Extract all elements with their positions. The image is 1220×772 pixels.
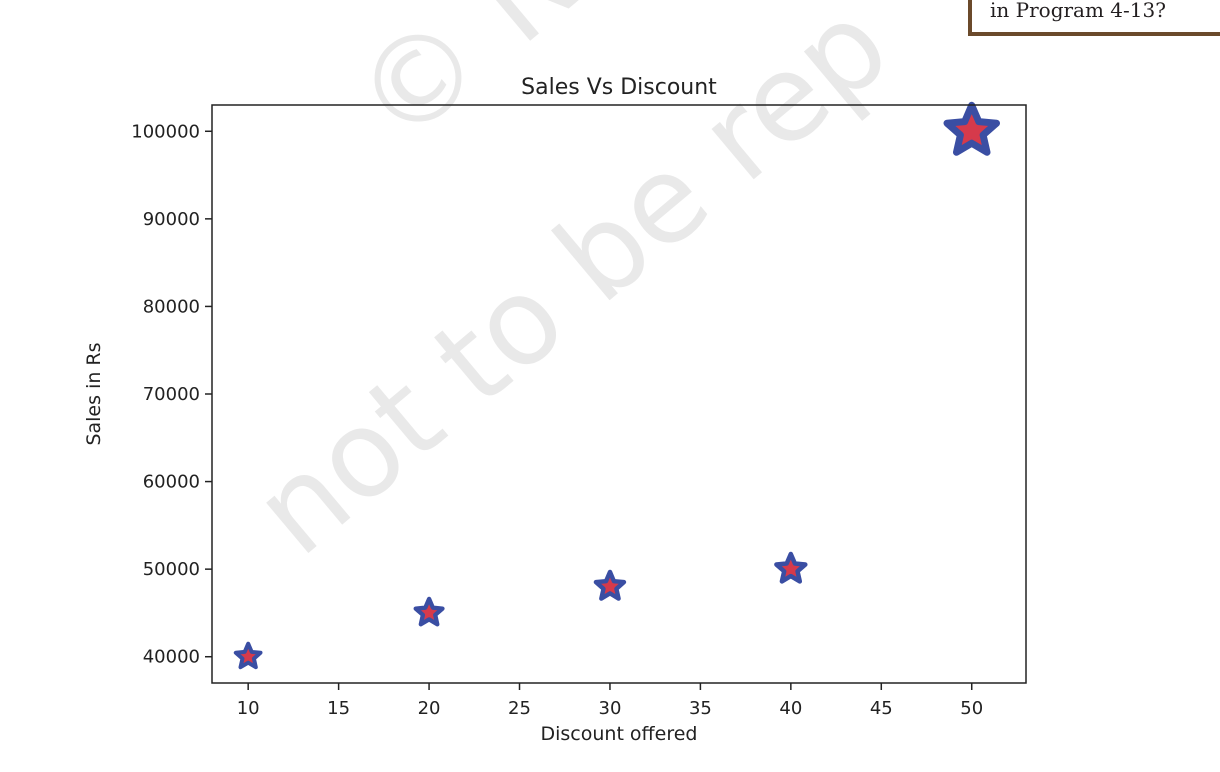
data-point-star — [233, 641, 263, 670]
star-marker-core — [605, 581, 615, 591]
star-marker-core — [243, 652, 253, 661]
y-tick-label: 60000 — [143, 472, 200, 493]
x-tick-label: 40 — [779, 698, 802, 719]
chart-title: Sales Vs Discount — [521, 75, 717, 100]
x-axis-label: Discount offered — [540, 723, 697, 745]
y-tick-label: 70000 — [143, 384, 200, 405]
marker-layer — [233, 101, 1000, 670]
data-point-star — [943, 101, 1000, 156]
x-tick-label: 35 — [689, 698, 712, 719]
y-ticks: 40000 50000 60000 70000 80000 90000 100000 — [131, 121, 212, 668]
x-tick-label: 30 — [599, 698, 622, 719]
star-marker-core — [424, 608, 434, 617]
callout-box: in Program 4-13? — [968, 0, 1220, 36]
data-point-star — [413, 596, 445, 627]
x-tick-label: 15 — [327, 698, 350, 719]
x-ticks: 10 15 20 25 30 35 40 45 50 — [237, 683, 983, 719]
x-tick-label: 25 — [508, 698, 531, 719]
star-marker-core — [963, 122, 981, 139]
x-tick-label: 10 — [237, 698, 260, 719]
x-tick-label: 20 — [418, 698, 441, 719]
callout-text: in Program 4-13? — [990, 0, 1166, 22]
star-marker-core — [785, 563, 796, 574]
data-point-star — [774, 551, 808, 584]
y-tick-label: 90000 — [143, 209, 200, 230]
y-tick-label: 50000 — [143, 559, 200, 580]
y-tick-label: 100000 — [131, 121, 200, 142]
y-axis-label: Sales in Rs — [83, 342, 105, 445]
data-point-star — [593, 569, 627, 601]
y-tick-label: 40000 — [143, 647, 200, 668]
y-tick-label: 80000 — [143, 296, 200, 317]
x-tick-label: 50 — [960, 698, 983, 719]
x-tick-label: 45 — [870, 698, 893, 719]
